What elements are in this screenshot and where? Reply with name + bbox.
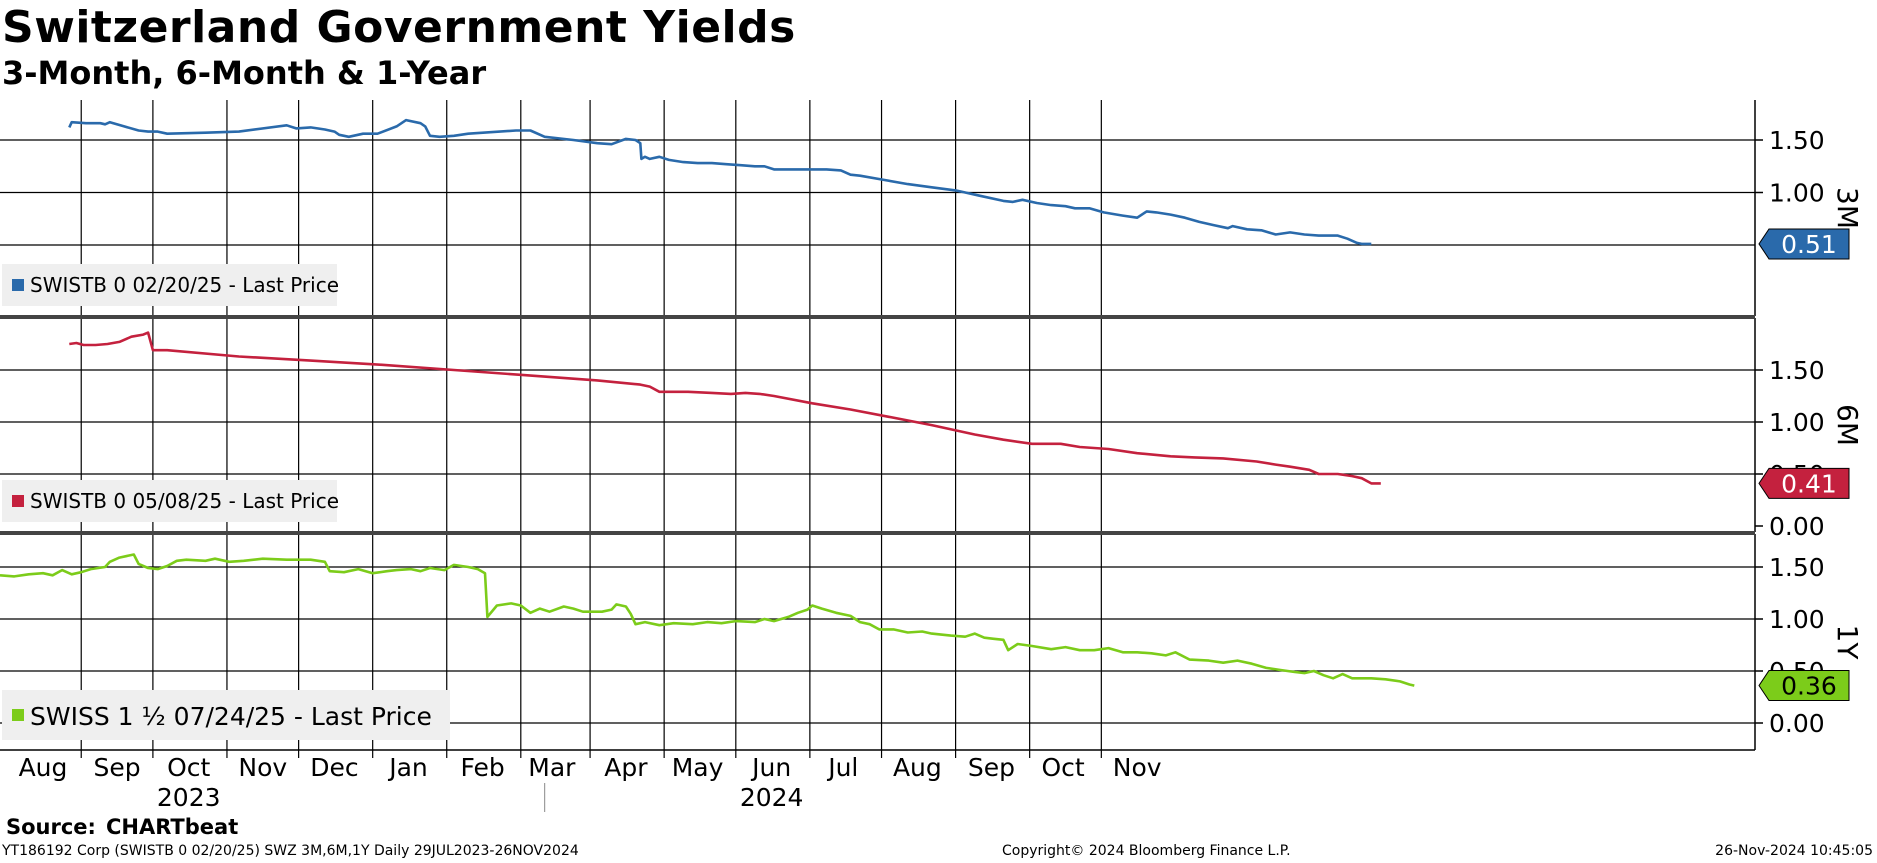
footer-timestamp: 26-Nov-2024 10:45:05 [1715,843,1873,859]
panel-axis-label: 3M [1831,187,1864,229]
y-tick-label: 1.50 [1769,553,1825,582]
y-tick-label: 0.00 [1769,709,1825,738]
last-value-flag [1758,670,1850,702]
x-month-label: Mar [528,753,576,782]
source-label: Source: [6,815,96,839]
legend-swatch [12,279,24,291]
source-line: Source: CHARTbeat [6,815,238,839]
legend-swatch [12,709,24,721]
x-month-label: Jan [387,753,428,782]
x-year-label: 2024 [740,783,804,812]
chart-subtitle: 3-Month, 6-Month & 1-Year [2,54,487,92]
x-month-label: Dec [310,753,358,782]
legend-label: SWISTB 0 05/08/25 - Last Price [30,489,339,513]
last-value-label: 0.41 [1781,469,1837,498]
x-month-label: Jun [750,753,791,782]
x-month-label: Nov [1113,753,1162,782]
y-tick-label: 1.50 [1769,356,1825,385]
chart-title: Switzerland Government Yields [2,2,796,53]
x-month-label: Feb [460,753,504,782]
series-line-3M [68,118,1372,246]
panel-axis-label: 1Y [1831,625,1864,661]
legend-box [2,264,337,306]
x-month-label: May [672,753,724,782]
x-month-label: Sep [93,753,140,782]
x-month-label: Oct [167,753,210,782]
x-month-label: Oct [1041,753,1084,782]
series-line-1Y [0,553,1415,687]
last-value-flag [1758,228,1850,260]
legend-label: SWISS 1 ½ 07/24/25 - Last Price [30,702,432,731]
x-month-label: Apr [604,753,648,782]
y-tick-label: 1.00 [1769,179,1825,208]
y-tick-label: 1.00 [1769,408,1825,437]
x-month-label: Sep [968,753,1015,782]
series-line-6M [69,331,1381,485]
legend-box [2,480,337,522]
x-month-label: Nov [238,753,287,782]
last-value-flag [1758,467,1850,499]
x-month-label: Aug [893,753,942,782]
x-year-label: 2023 [157,783,221,812]
legend-swatch [12,495,24,507]
legend-box [2,690,450,740]
last-value-label: 0.36 [1781,672,1837,701]
x-month-label: Jul [826,753,858,782]
footer-copyright: Copyright© 2024 Bloomberg Finance L.P. [1002,843,1291,859]
source-value: CHARTbeat [105,815,239,839]
y-tick-label: 1.50 [1769,126,1825,155]
footer-ticker: YT186192 Corp (SWISTB 0 02/20/25) SWZ 3M… [2,843,579,859]
x-month-label: Aug [19,753,68,782]
legend-label: SWISTB 0 02/20/25 - Last Price [30,273,339,297]
y-tick-label: 1.00 [1769,605,1825,634]
panel-axis-label: 6M [1831,404,1864,446]
last-value-label: 0.51 [1781,230,1837,259]
y-tick-label: 0.00 [1769,512,1825,541]
